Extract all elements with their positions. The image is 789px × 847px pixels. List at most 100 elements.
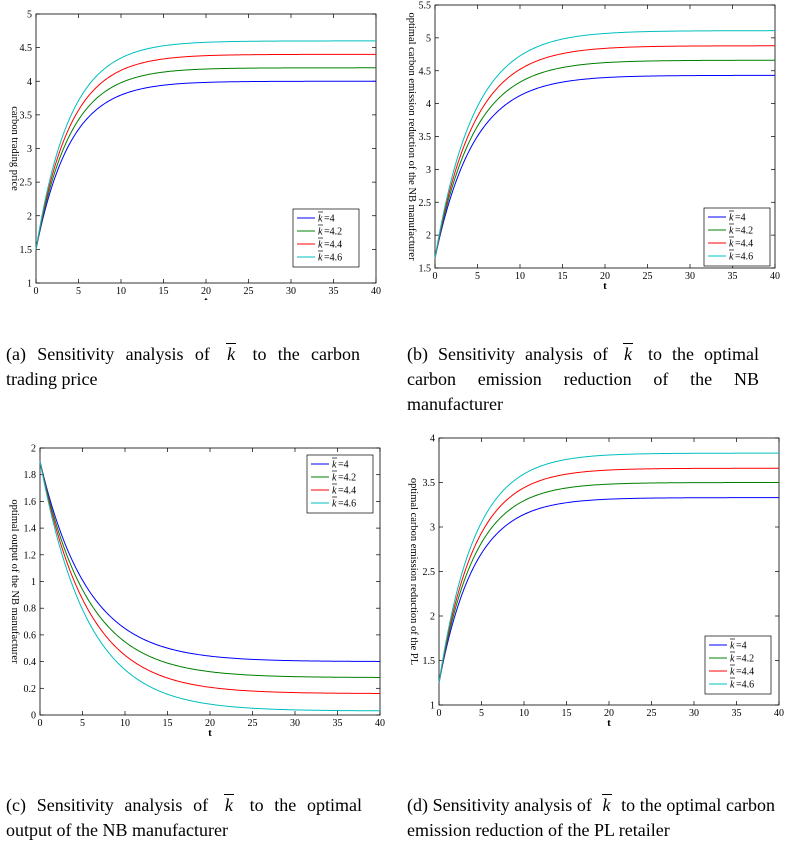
legend-label-a-2: =4.4 bbox=[324, 240, 342, 251]
x-tick-label-d: 40 bbox=[774, 708, 784, 719]
x-tick-label-a: 15 bbox=[159, 286, 169, 297]
y-tick-label-c: 0.6 bbox=[24, 630, 37, 641]
legend-kbar-d-2: k bbox=[730, 667, 735, 678]
y-axis-label-a: carbon trading price bbox=[9, 106, 20, 191]
y-tick-label-d: 4 bbox=[430, 434, 435, 445]
y-tick-label-c: 0.4 bbox=[24, 657, 37, 668]
y-tick-label-c: 0 bbox=[31, 711, 36, 722]
y-tick-label-c: 1.6 bbox=[24, 497, 37, 508]
y-tick-label-a: 1 bbox=[27, 279, 32, 290]
legend-label-d-1: =4.2 bbox=[736, 654, 754, 665]
chart-d-svg: 0 5 10 15 20 25 30 35 40 1 1.5 2 2.5 3 3.5 4 t optimal ca… bbox=[408, 434, 784, 730]
y-tick-label-c: 2 bbox=[31, 444, 36, 455]
series-line-d-1 bbox=[438, 482, 779, 683]
legend-a: k =4k =4.2k =4.4k =4.6 bbox=[292, 208, 360, 268]
x-tick-label-a: 20 bbox=[201, 286, 211, 297]
legend-kbar-c-1: k bbox=[332, 473, 337, 484]
series-line-a-0 bbox=[35, 80, 376, 250]
y-tick-label-a: 3 bbox=[27, 144, 32, 155]
legend-c: k =4k =4.2k =4.4k =4.6 bbox=[306, 454, 374, 514]
series-line-b-1 bbox=[434, 59, 775, 259]
legend-kbar-a-1: k bbox=[318, 227, 323, 238]
x-tick-label-c: 25 bbox=[248, 718, 258, 729]
legend-kbar-a-3: k bbox=[318, 253, 323, 264]
caption-a-kbar: k bbox=[221, 342, 241, 367]
y-tick-label-b: 1.5 bbox=[419, 264, 432, 275]
legend-label-b-0: =4 bbox=[735, 213, 746, 224]
x-tick-label-d: 20 bbox=[604, 708, 614, 719]
series-line-a-3 bbox=[35, 40, 376, 250]
y-tick-label-d: 1 bbox=[430, 701, 435, 712]
y-axis-label-d: optimal carbon emission reduction of the… bbox=[408, 478, 419, 665]
x-tick-label-a: 30 bbox=[286, 286, 296, 297]
series-line-b-3 bbox=[434, 30, 775, 259]
x-tick-label-a: 10 bbox=[116, 286, 126, 297]
legend-label-b-1: =4.2 bbox=[735, 226, 753, 237]
legend-kbar-b-3: k bbox=[729, 252, 734, 263]
caption-b-post: to the optimal carbon emission reduction… bbox=[407, 344, 760, 414]
legend-label-b-2: =4.4 bbox=[735, 239, 753, 250]
legend-label-b-3: =4.6 bbox=[735, 252, 753, 263]
y-tick-label-a: 2.5 bbox=[20, 178, 33, 189]
x-axis-label-a: t bbox=[204, 295, 208, 300]
y-tick-label-b: 5.5 bbox=[419, 1, 432, 12]
y-tick-label-c: 0.8 bbox=[24, 604, 37, 615]
chart-b-svg: 0 5 10 15 20 25 30 35 40 1.5 2 2.5 3 3.5 4 4.5 5 5.5 t opti… bbox=[406, 1, 780, 293]
panel-a: 0 5 10 15 20 25 30 35 40 1 1.5 2 2.5 3 3.5 4 4.5 5 t carbon… bbox=[0, 0, 394, 422]
y-tick-label-c: 1.4 bbox=[24, 524, 37, 535]
y-tick-label-a: 3.5 bbox=[20, 110, 33, 121]
x-axis-label-b: t bbox=[603, 280, 607, 292]
series-line-b-2 bbox=[434, 45, 775, 259]
caption-b: (b) Sensitivity analysis of k to the opt… bbox=[407, 342, 759, 417]
series-line-c-0 bbox=[39, 461, 380, 662]
chart-a-svg: 0 5 10 15 20 25 30 35 40 1 1.5 2 2.5 3 3.5 4 4.5 5 t carbon… bbox=[9, 10, 381, 301]
caption-b-kbar: k bbox=[618, 342, 638, 367]
legend-kbar-d-3: k bbox=[730, 680, 735, 691]
x-tick-label-d: 35 bbox=[732, 708, 742, 719]
x-axis-label-c: t bbox=[208, 727, 212, 739]
x-tick-label-a: 25 bbox=[244, 286, 254, 297]
caption-b-pre: (b) Sensitivity analysis of bbox=[407, 344, 608, 364]
y-tick-label-b: 2 bbox=[426, 231, 431, 242]
caption-d-kbar: k bbox=[597, 793, 617, 818]
legend-kbar-c-0: k bbox=[332, 460, 337, 471]
y-tick-label-d: 2.5 bbox=[423, 567, 436, 578]
legend-kbar-d-1: k bbox=[730, 654, 735, 665]
y-tick-label-d: 1.5 bbox=[423, 656, 436, 667]
legend-kbar-b-2: k bbox=[729, 239, 734, 250]
x-tick-label-c: 15 bbox=[163, 718, 173, 729]
legend-d: k =4k =4.2k =4.4k =4.6 bbox=[704, 635, 772, 695]
x-tick-label-b: 15 bbox=[558, 271, 568, 282]
x-tick-label-b: 40 bbox=[770, 271, 780, 282]
y-tick-label-b: 3 bbox=[426, 165, 431, 176]
x-tick-label-c: 0 bbox=[38, 718, 43, 729]
x-tick-label-c: 10 bbox=[120, 718, 130, 729]
caption-a-pre: (a) Sensitivity analysis of bbox=[6, 344, 210, 364]
x-tick-label-c: 5 bbox=[80, 718, 85, 729]
x-axis-label-d: t bbox=[607, 717, 611, 729]
legend-label-a-1: =4.2 bbox=[324, 227, 342, 238]
legend-label-d-3: =4.6 bbox=[736, 680, 754, 691]
y-tick-label-b: 4.5 bbox=[419, 66, 432, 77]
y-tick-label-d: 2 bbox=[430, 612, 435, 623]
legend-kbar-c-2: k bbox=[332, 486, 337, 497]
x-tick-label-b: 5 bbox=[475, 271, 480, 282]
legend-label-a-3: =4.6 bbox=[324, 253, 342, 264]
y-axis-label-c: optimal output of the NB manufacturer bbox=[9, 499, 20, 664]
x-tick-label-b: 35 bbox=[728, 271, 738, 282]
series-line-c-2 bbox=[39, 461, 381, 694]
x-tick-label-d: 30 bbox=[689, 708, 699, 719]
y-tick-label-a: 4.5 bbox=[20, 43, 33, 54]
legend-box-c bbox=[306, 454, 374, 514]
x-tick-label-b: 20 bbox=[600, 271, 610, 282]
x-tick-label-b: 10 bbox=[515, 271, 525, 282]
y-tick-label-d: 3.5 bbox=[423, 478, 436, 489]
legend-kbar-a-0: k bbox=[318, 214, 323, 225]
y-tick-label-c: 1.2 bbox=[24, 550, 37, 561]
legend-kbar-b-0: k bbox=[729, 213, 734, 224]
panel-c: 0 5 10 15 20 25 30 35 40 0 0.2 0.4 0.6 0.8 1 1.2 1.4 1.6 1… bbox=[0, 425, 394, 847]
caption-d-pre: (d) Sensitivity analysis of bbox=[407, 795, 592, 815]
chart-c-svg: 0 5 10 15 20 25 30 35 40 0 0.2 0.4 0.6 0.8 1 1.2 1.4 1.6 1… bbox=[9, 444, 385, 740]
x-tick-label-a: 35 bbox=[329, 286, 339, 297]
y-tick-label-c: 0.2 bbox=[24, 684, 37, 695]
